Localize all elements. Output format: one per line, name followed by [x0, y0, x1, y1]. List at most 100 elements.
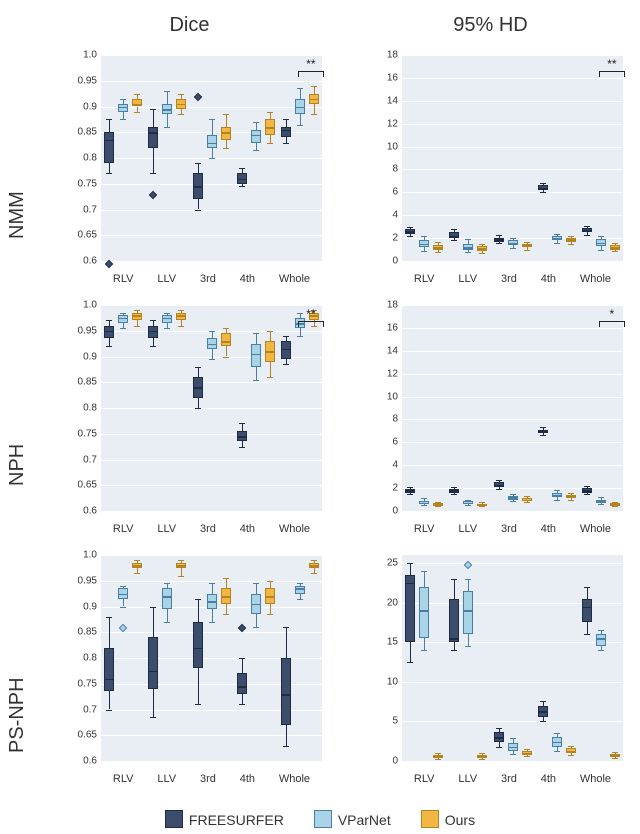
boxplot-vparnet [552, 555, 562, 761]
boxplot-ours [566, 55, 576, 261]
category-group [446, 55, 490, 261]
figure: Dice 95% HD Dice Similarity Coefficient0… [0, 0, 640, 834]
x-tick-label: 4th [541, 273, 556, 285]
category-group [278, 55, 322, 261]
legend-item-ours: Ours [421, 810, 475, 828]
significance-marker: ** [599, 57, 625, 77]
boxplot-vparnet [596, 305, 606, 511]
x-ticks: RLVLLV3rd4thWhole [402, 523, 623, 535]
category-group [234, 555, 278, 761]
boxplot-freesurfer [405, 55, 415, 261]
category-group [402, 55, 446, 261]
boxplot-freesurfer [582, 555, 592, 761]
category-group [145, 555, 189, 761]
boxplot-ours [566, 555, 576, 761]
boxplot-freesurfer [405, 305, 415, 511]
boxplot-vparnet [118, 555, 128, 761]
boxplot-ours [176, 555, 186, 761]
boxplot-vparnet [419, 305, 429, 511]
y-ticks: 0.60.650.70.750.80.850.90.951.0 [71, 555, 99, 761]
significance-marker: ** [298, 57, 324, 77]
boxplot-ours [176, 55, 186, 261]
plot-area: ** [402, 55, 623, 261]
boxplot-vparnet [508, 555, 518, 761]
boxplot-ours [309, 55, 319, 261]
boxplot-ours [477, 55, 487, 261]
category-group [579, 55, 623, 261]
boxplot-freesurfer [582, 55, 592, 261]
boxplot-vparnet [508, 305, 518, 511]
boxplot-vparnet [207, 55, 217, 261]
row-label-nmm: NMM [6, 155, 32, 275]
boxplot-vparnet [162, 555, 172, 761]
boxplot-ours [433, 55, 443, 261]
boxplot-freesurfer [538, 55, 548, 261]
boxplot-ours [265, 555, 275, 761]
boxplot-freesurfer [148, 555, 158, 761]
row-label-ps-nph: PS-NPH [6, 655, 32, 775]
boxplot-ours [132, 305, 142, 511]
boxplot-ours [221, 55, 231, 261]
boxplot-vparnet [251, 55, 261, 261]
boxplot-freesurfer [104, 305, 114, 511]
legend-swatch [421, 810, 439, 828]
x-ticks: RLVLLV3rd4thWhole [402, 773, 623, 785]
boxplot-freesurfer [237, 305, 247, 511]
category-group [535, 305, 579, 511]
category-group [535, 55, 579, 261]
y-ticks: 0510152025 [372, 555, 400, 761]
col-title-hd: 95% HD [351, 14, 630, 37]
panel-PS-NPH-hd: 95% Hausdorff Distance0510152025RLVLLV3r… [351, 548, 630, 790]
boxplot-vparnet [251, 305, 261, 511]
category-group [101, 305, 145, 511]
boxplot-ours [610, 55, 620, 261]
boxplot-ours [522, 555, 532, 761]
boxplot-ours [522, 55, 532, 261]
x-tick-label: LLV [458, 273, 477, 285]
panel-NMM-hd: 95% Hausdorff Distance024681012141618**R… [351, 48, 630, 290]
boxplot-vparnet [251, 555, 261, 761]
category-group [189, 305, 233, 511]
panel-PS-NPH-dice: Dice Similarity Coefficient0.60.650.70.7… [50, 548, 329, 790]
category-group [278, 555, 322, 761]
boxplot-ours [610, 305, 620, 511]
y-ticks: 0.60.650.70.750.80.850.90.951.0 [71, 55, 99, 261]
boxplot-freesurfer [148, 55, 158, 261]
x-tick-label: Whole [279, 273, 310, 285]
category-group [402, 555, 446, 761]
legend: FREESURFERVParNetOurs [0, 810, 640, 828]
panel-NPH-dice: Dice Similarity Coefficient0.60.650.70.7… [50, 298, 329, 540]
y-ticks: 024681012141618 [372, 55, 400, 261]
boxplot-vparnet [295, 55, 305, 261]
boxplot-freesurfer [104, 55, 114, 261]
x-tick-label: LLV [458, 773, 477, 785]
col-title-dice: Dice [50, 14, 329, 37]
category-group [101, 555, 145, 761]
x-tick-label: RLV [414, 773, 435, 785]
category-group [402, 305, 446, 511]
panel-NMM-dice: Dice Similarity Coefficient0.60.650.70.7… [50, 48, 329, 290]
boxplot-freesurfer [237, 55, 247, 261]
boxplot-vparnet [295, 305, 305, 511]
x-tick-label: Whole [279, 773, 310, 785]
legend-swatch [165, 810, 183, 828]
x-tick-label: 4th [541, 773, 556, 785]
x-tick-label: Whole [580, 773, 611, 785]
boxplot-freesurfer [281, 305, 291, 511]
boxplot-ours [265, 305, 275, 511]
x-tick-label: RLV [113, 273, 134, 285]
x-ticks: RLVLLV3rd4thWhole [101, 523, 322, 535]
boxplot-vparnet [295, 555, 305, 761]
x-tick-label: Whole [580, 273, 611, 285]
boxplot-freesurfer [449, 305, 459, 511]
boxplot-vparnet [207, 555, 217, 761]
boxplot-vparnet [118, 55, 128, 261]
x-tick-label: 4th [240, 273, 255, 285]
boxplot-ours [566, 305, 576, 511]
y-ticks: 0.60.650.70.750.80.850.90.951.0 [71, 305, 99, 511]
x-tick-label: LLV [157, 773, 176, 785]
boxplot-ours [176, 305, 186, 511]
boxplot-freesurfer [104, 555, 114, 761]
category-group [490, 555, 534, 761]
boxplot-vparnet [596, 55, 606, 261]
